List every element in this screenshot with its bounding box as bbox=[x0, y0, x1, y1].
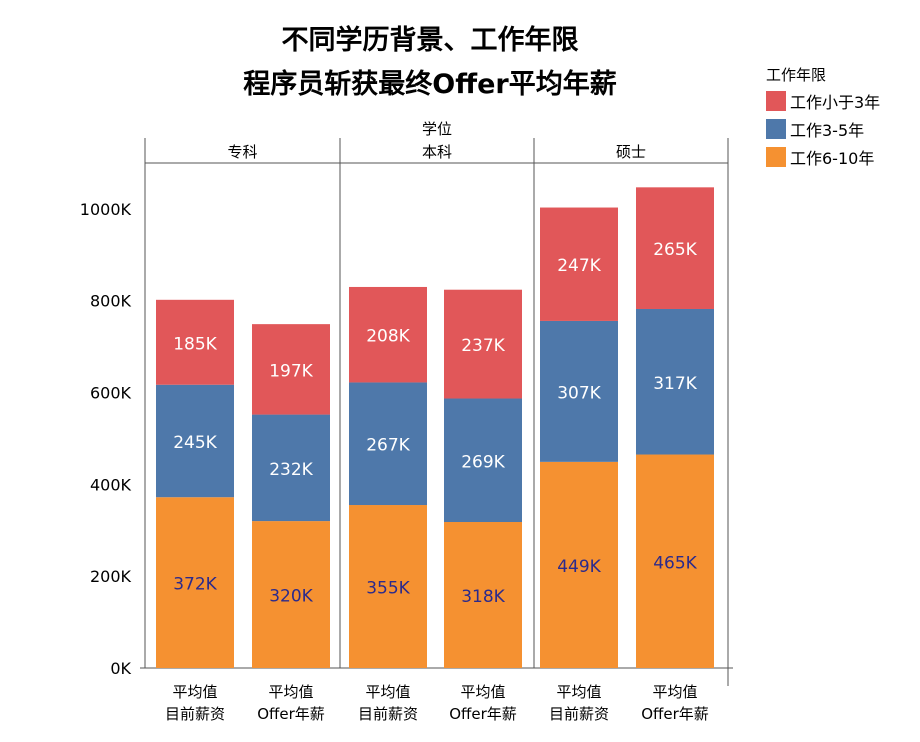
legend-swatch bbox=[766, 147, 786, 167]
bar-segment bbox=[636, 454, 714, 668]
bar-segment bbox=[252, 521, 330, 668]
y-tick-label: 600K bbox=[90, 384, 132, 403]
data-label: 247K bbox=[557, 256, 601, 276]
data-label: 265K bbox=[653, 240, 697, 260]
y-tick-label: 1000K bbox=[80, 200, 132, 219]
bar-segment bbox=[540, 320, 618, 462]
data-label: 197K bbox=[269, 361, 313, 381]
category-label-line2: Offer年薪 bbox=[449, 705, 517, 723]
data-label: 237K bbox=[461, 336, 505, 356]
data-label: 465K bbox=[653, 553, 697, 573]
chart-title-line-2: 程序员斩获最终Offer平均年薪 bbox=[243, 68, 616, 100]
data-label: 307K bbox=[557, 383, 601, 403]
category-label-line1: 平均值 bbox=[365, 683, 410, 701]
data-label: 208K bbox=[366, 327, 410, 347]
y-tick-label: 800K bbox=[90, 292, 132, 311]
bar-segment bbox=[156, 497, 234, 668]
data-label: 185K bbox=[173, 334, 217, 354]
category-label-line2: Offer年薪 bbox=[257, 705, 325, 723]
data-label: 267K bbox=[366, 436, 410, 456]
bar-segment bbox=[444, 289, 522, 399]
bar-segment bbox=[444, 398, 522, 523]
data-label: 320K bbox=[269, 587, 313, 607]
column-header-label: 学位 bbox=[422, 120, 452, 138]
bar-segment bbox=[540, 461, 618, 668]
group-label: 专科 bbox=[227, 143, 257, 161]
category-label-line1: 平均值 bbox=[556, 683, 601, 701]
bars: 372K 245K 185K 320K 232K 197K 355K 267K 208K 318K… bbox=[156, 187, 714, 668]
legend-label: 工作小于3年 bbox=[790, 93, 880, 112]
legend-swatch bbox=[766, 91, 786, 111]
legend-title: 工作年限 bbox=[766, 66, 826, 84]
data-label: 245K bbox=[173, 433, 217, 453]
category-label-line1: 平均值 bbox=[460, 683, 505, 701]
data-label: 449K bbox=[557, 557, 601, 577]
data-label: 372K bbox=[173, 575, 217, 595]
data-label: 318K bbox=[461, 587, 505, 607]
category-label-line2: Offer年薪 bbox=[641, 705, 709, 723]
bar-segment bbox=[636, 308, 714, 455]
y-tick-label: 400K bbox=[90, 475, 132, 494]
bar-segment bbox=[540, 207, 618, 321]
group-label: 本科 bbox=[422, 143, 452, 161]
category-label-line2: 目前薪资 bbox=[549, 705, 609, 723]
bar-segment bbox=[156, 299, 234, 385]
bar-segment bbox=[349, 505, 427, 668]
legend-label: 工作6-10年 bbox=[790, 149, 874, 168]
category-label-line1: 平均值 bbox=[652, 683, 697, 701]
bar-segment bbox=[444, 522, 522, 668]
data-label: 232K bbox=[269, 460, 313, 480]
legend-swatch bbox=[766, 119, 786, 139]
data-label: 317K bbox=[653, 374, 697, 394]
data-label: 355K bbox=[366, 579, 410, 599]
category-label-line1: 平均值 bbox=[268, 683, 313, 701]
y-tick-label: 0K bbox=[110, 659, 131, 678]
category-label-line2: 目前薪资 bbox=[165, 705, 225, 723]
bar-segment bbox=[636, 187, 714, 309]
data-label: 269K bbox=[461, 452, 505, 472]
y-tick-label: 200K bbox=[90, 567, 132, 586]
chart-title-line-1: 不同学历背景、工作年限 bbox=[282, 24, 579, 56]
bar-segment bbox=[156, 384, 234, 498]
bar-segment bbox=[252, 324, 330, 415]
category-label-line2: 目前薪资 bbox=[358, 705, 418, 723]
bar-segment bbox=[349, 382, 427, 506]
legend-label: 工作3-5年 bbox=[790, 121, 864, 140]
group-label: 硕士 bbox=[616, 143, 646, 161]
category-label-line1: 平均值 bbox=[172, 683, 217, 701]
bar-segment bbox=[252, 414, 330, 522]
bar-segment bbox=[349, 286, 427, 383]
